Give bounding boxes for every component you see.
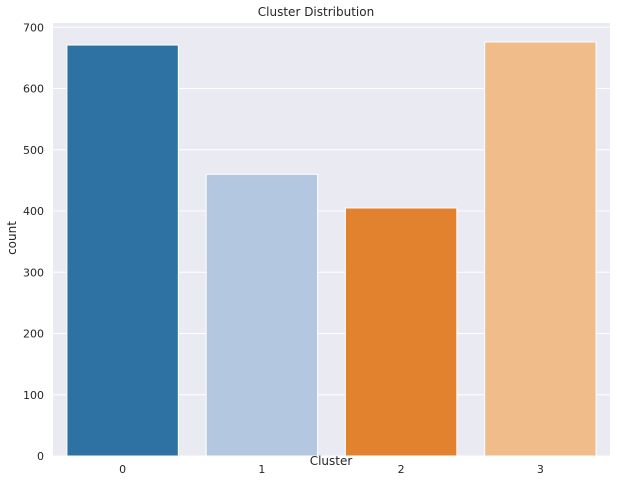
x-tick-label: 0: [119, 463, 126, 476]
bar-cluster-3: [484, 41, 597, 457]
y-tick-label: 300: [23, 266, 44, 279]
y-tick-label: 400: [23, 205, 44, 218]
bar-cluster-1: [205, 173, 319, 457]
y-axis-label: count: [5, 221, 19, 255]
x-tick-labels: 0 1 2 3: [119, 463, 544, 476]
x-tick-label: 2: [398, 463, 405, 476]
bars: [66, 41, 597, 457]
bar-cluster-2: [344, 207, 458, 457]
y-tick-label: 500: [23, 144, 44, 157]
x-axis-label: Cluster: [310, 454, 353, 468]
y-tick-label: 0: [37, 450, 44, 463]
bar-cluster-0: [66, 44, 179, 457]
y-tick-label: 100: [23, 389, 44, 402]
chart-title: Cluster Distribution: [258, 5, 374, 19]
y-tick-label: 200: [23, 328, 44, 341]
y-tick-label: 600: [23, 83, 44, 96]
x-tick-label: 1: [258, 463, 265, 476]
x-tick-label: 3: [537, 463, 544, 476]
y-tick-labels: 0 100 200 300 400 500 600 700: [23, 21, 44, 463]
y-tick-label: 700: [23, 21, 44, 34]
